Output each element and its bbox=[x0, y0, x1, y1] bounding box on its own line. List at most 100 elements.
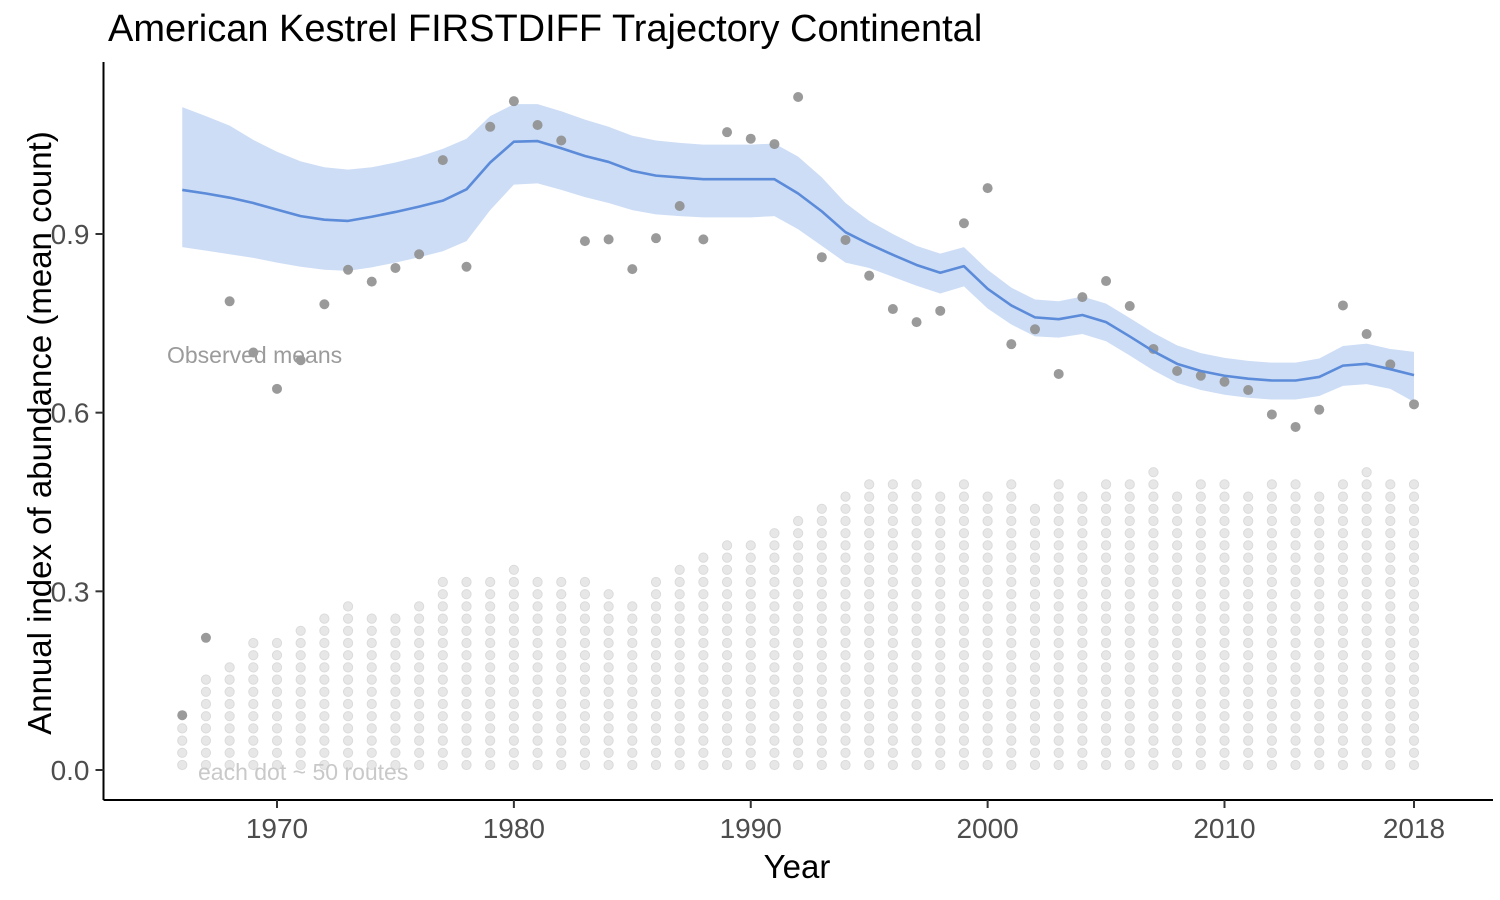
route-dot bbox=[982, 711, 993, 722]
route-dot bbox=[627, 686, 638, 697]
route-dot bbox=[414, 613, 425, 624]
route-dot bbox=[224, 674, 235, 685]
observed-mean-point bbox=[1385, 359, 1396, 370]
route-dot bbox=[556, 735, 567, 746]
route-dot bbox=[1006, 662, 1017, 673]
route-dot bbox=[1124, 601, 1135, 612]
route-dot bbox=[556, 650, 567, 661]
route-dot bbox=[1243, 686, 1254, 697]
route-dot bbox=[295, 735, 306, 746]
route-dot bbox=[1385, 540, 1396, 551]
route-dot bbox=[319, 650, 330, 661]
route-dot bbox=[1195, 613, 1206, 624]
route-dot bbox=[1290, 747, 1301, 758]
route-dot bbox=[271, 723, 283, 734]
route-dot bbox=[1124, 723, 1135, 734]
route-dot bbox=[1314, 662, 1325, 673]
route-dot bbox=[816, 759, 827, 771]
route-dot bbox=[674, 686, 685, 697]
route-dot bbox=[982, 601, 993, 612]
route-dot bbox=[366, 723, 377, 734]
route-dot bbox=[1385, 686, 1396, 697]
route-dot bbox=[461, 747, 472, 758]
route-dot bbox=[721, 711, 733, 722]
route-dot bbox=[887, 711, 898, 722]
route-dot bbox=[508, 747, 519, 758]
observed-mean-point bbox=[864, 270, 875, 281]
route-dot bbox=[248, 698, 259, 710]
route-dot bbox=[911, 650, 922, 661]
route-dot bbox=[366, 637, 377, 649]
route-dot bbox=[650, 601, 662, 612]
route-dot bbox=[982, 723, 993, 734]
route-dot bbox=[461, 686, 472, 697]
route-dot bbox=[603, 625, 614, 636]
route-dot bbox=[1195, 589, 1206, 600]
route-dot bbox=[1148, 540, 1159, 551]
route-dot bbox=[319, 723, 330, 734]
route-dot bbox=[698, 723, 709, 734]
observed-mean-point bbox=[1314, 404, 1325, 415]
route-dot bbox=[1219, 528, 1230, 539]
route-dot bbox=[248, 637, 259, 649]
route-dot bbox=[1172, 613, 1183, 624]
route-dot bbox=[1361, 491, 1372, 502]
route-dot bbox=[1172, 759, 1183, 771]
route-dot bbox=[414, 686, 425, 697]
route-dot bbox=[1006, 759, 1017, 771]
route-dot bbox=[1006, 686, 1017, 697]
route-dot bbox=[721, 564, 733, 575]
route-dot bbox=[1314, 650, 1325, 661]
route-dot bbox=[1172, 503, 1183, 514]
route-dot bbox=[769, 686, 780, 697]
route-dot bbox=[1077, 698, 1088, 710]
route-dot bbox=[271, 674, 283, 685]
route-dot bbox=[1053, 686, 1064, 697]
route-dot bbox=[1100, 674, 1112, 685]
route-dot bbox=[627, 735, 638, 746]
route-dot bbox=[508, 711, 519, 722]
route-dot bbox=[1314, 491, 1325, 502]
route-dot bbox=[1195, 576, 1206, 588]
route-dot bbox=[414, 637, 425, 649]
route-dot bbox=[1361, 601, 1372, 612]
route-dot bbox=[982, 576, 993, 588]
route-dot bbox=[1337, 698, 1349, 710]
route-dot bbox=[911, 686, 922, 697]
route-dot bbox=[603, 601, 614, 612]
route-dot bbox=[887, 479, 898, 490]
route-dot bbox=[414, 735, 425, 746]
route-dot bbox=[1148, 711, 1159, 722]
route-dot bbox=[1195, 491, 1206, 502]
route-dot bbox=[864, 674, 875, 685]
y-axis-ticks: 0.0 0.3 0.6 0.9 bbox=[51, 219, 104, 786]
observed-mean-point bbox=[1172, 365, 1183, 376]
route-dot bbox=[1337, 650, 1349, 661]
route-dot bbox=[840, 503, 851, 514]
route-dot bbox=[864, 686, 875, 697]
route-dot bbox=[982, 491, 993, 502]
route-dot bbox=[911, 528, 922, 539]
route-dot bbox=[1029, 589, 1041, 600]
route-dot bbox=[650, 625, 662, 636]
route-dot bbox=[1290, 576, 1301, 588]
route-dot bbox=[1385, 564, 1396, 575]
route-dot bbox=[1337, 625, 1349, 636]
observed-mean-point bbox=[1030, 324, 1040, 335]
route-dot bbox=[1361, 540, 1372, 551]
observed-mean-point bbox=[1101, 276, 1112, 287]
route-dot bbox=[1314, 674, 1325, 685]
route-dot bbox=[721, 650, 733, 661]
route-dot bbox=[1266, 650, 1277, 661]
observed-mean-point bbox=[272, 383, 282, 394]
route-dot bbox=[1124, 662, 1135, 673]
route-dot bbox=[816, 540, 827, 551]
route-dot bbox=[816, 637, 827, 649]
route-dot bbox=[1100, 589, 1112, 600]
route-dot bbox=[793, 650, 804, 661]
route-dot bbox=[366, 662, 377, 673]
route-dot bbox=[982, 637, 993, 649]
route-dot bbox=[769, 637, 780, 649]
route-dot bbox=[721, 576, 733, 588]
route-dot bbox=[745, 552, 756, 563]
